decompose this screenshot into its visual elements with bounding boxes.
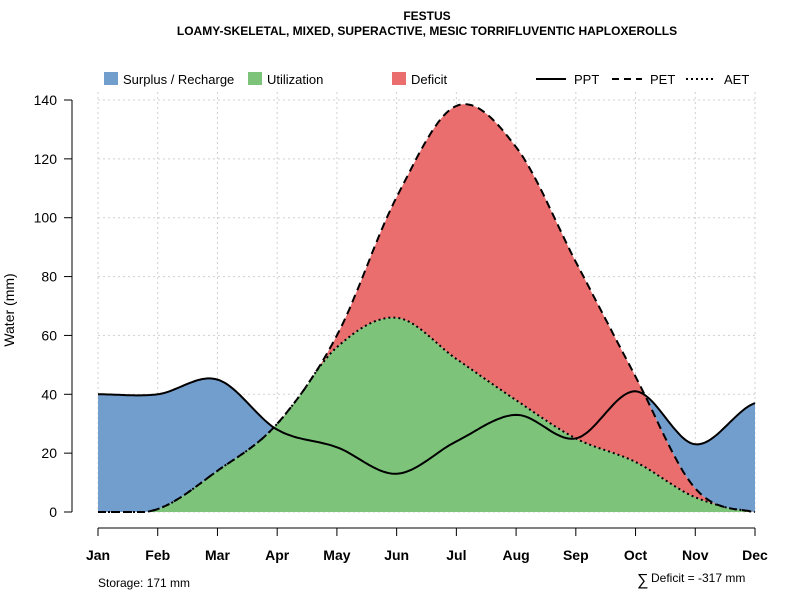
x-tick-label: Dec (742, 547, 768, 563)
x-tick-label: Oct (624, 547, 648, 563)
x-tick-label: Aug (502, 547, 529, 563)
sum-symbol: ∑ (637, 572, 648, 589)
y-tick-label: 40 (41, 386, 57, 402)
legend: Surplus / Recharge Utilization Deficit P… (104, 72, 749, 87)
area-deficit (279, 104, 755, 512)
x-tick-label: May (323, 547, 350, 563)
x-tick-label: Jun (384, 547, 409, 563)
x-tick-label: Feb (145, 547, 170, 563)
x-tick-label: Mar (205, 547, 230, 563)
y-tick-label: 80 (41, 269, 57, 285)
y-tick-label: 60 (41, 327, 57, 343)
series-line-ppt (98, 377, 756, 475)
legend-swatch-deficit (392, 72, 406, 85)
area-surplus (98, 378, 755, 512)
legend-swatch-utilization (248, 72, 262, 85)
legend-label-surplus: Surplus / Recharge (123, 72, 234, 87)
deficit-annotation: Deficit = -317 mm (651, 571, 745, 585)
x-tick-label: Jan (86, 547, 110, 563)
chart-subtitle: LOAMY-SKELETAL, MIXED, SUPERACTIVE, MESI… (177, 24, 677, 38)
series-lines (98, 103, 756, 513)
y-tick-label: 120 (34, 151, 58, 167)
y-tick-label: 140 (34, 92, 58, 108)
x-tick-label: Sep (563, 547, 589, 563)
y-tick-label: 20 (41, 445, 57, 461)
legend-label-utilization: Utilization (267, 72, 323, 87)
series-line-pet (98, 103, 756, 513)
x-tick-label: Nov (682, 547, 709, 563)
legend-swatch-surplus (104, 72, 118, 85)
x-tick-label: Apr (265, 547, 290, 563)
area-fills (98, 104, 755, 512)
legend-label-deficit: Deficit (411, 72, 448, 87)
series-line-aet (98, 316, 756, 513)
area-utilization (100, 317, 755, 512)
x-tick-label: Jul (446, 547, 466, 563)
y-tick-label: 100 (34, 210, 58, 226)
axes: 0 20 40 60 80 100 120 140 Jan Feb Mar Apr May Jun Jul A… (34, 92, 768, 563)
y-tick-label: 0 (49, 504, 57, 520)
legend-label-aet: AET (724, 72, 749, 87)
storage-annotation: Storage: 171 mm (98, 576, 190, 590)
legend-label-pet: PET (650, 72, 675, 87)
chart-title: FESTUS (403, 9, 450, 23)
y-axis-label: Water (mm) (1, 273, 17, 346)
legend-label-ppt: PPT (574, 72, 599, 87)
